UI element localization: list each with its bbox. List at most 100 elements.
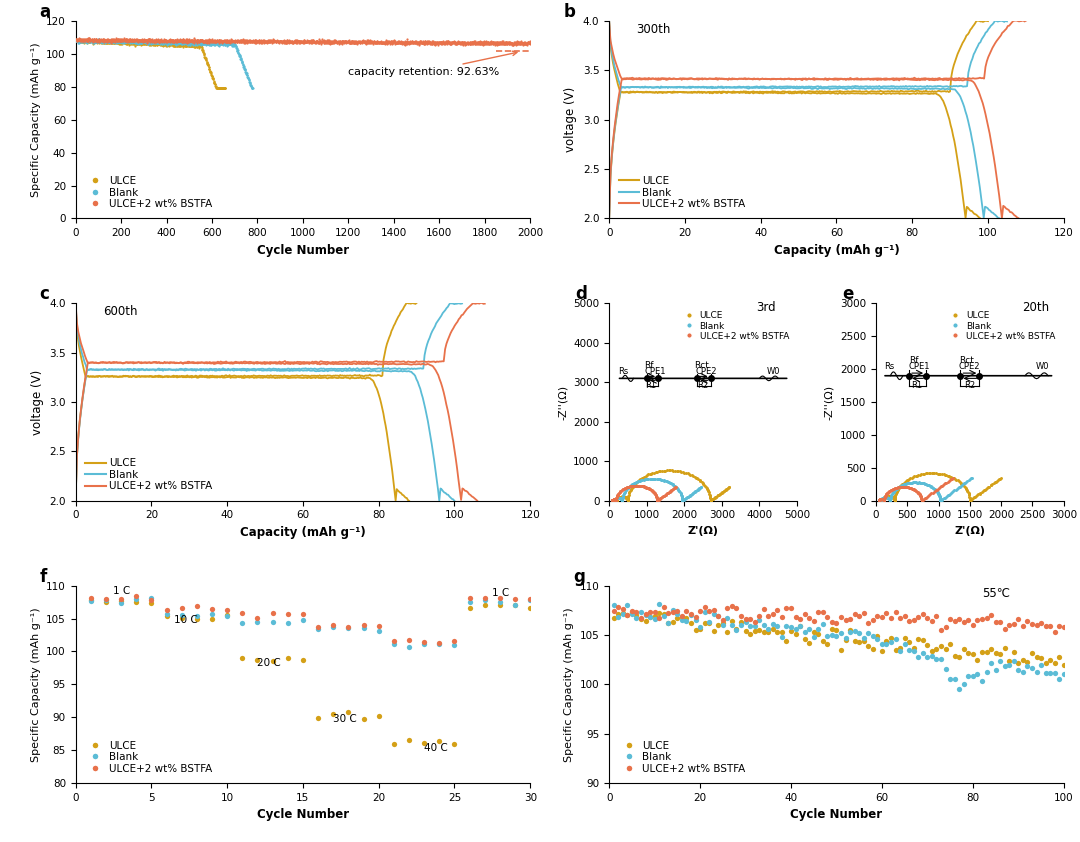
Point <box>200 37 217 51</box>
Point <box>373 36 390 50</box>
Point <box>233 56 251 69</box>
Point <box>70 35 87 48</box>
Point <box>792 619 809 632</box>
Point <box>1000 654 1017 668</box>
Point <box>486 36 503 50</box>
Point <box>194 35 212 48</box>
Point <box>243 82 260 95</box>
Point <box>368 35 386 48</box>
Point <box>156 38 173 51</box>
Point <box>112 35 130 49</box>
Point <box>131 35 148 48</box>
Point <box>376 37 393 51</box>
Point <box>430 37 447 51</box>
Point <box>109 32 126 45</box>
Point <box>875 492 892 505</box>
Point <box>1024 646 1041 659</box>
Point <box>605 493 622 506</box>
Point <box>428 36 445 50</box>
Point <box>195 46 213 60</box>
Point <box>193 37 211 51</box>
Point <box>299 35 316 48</box>
Point <box>131 37 148 51</box>
Point <box>650 597 667 610</box>
Point <box>456 37 473 51</box>
Point <box>663 483 680 497</box>
Point <box>119 35 136 48</box>
Text: 1 C: 1 C <box>492 588 510 598</box>
Point <box>178 32 195 45</box>
Point <box>149 37 166 51</box>
Point <box>379 35 396 49</box>
Point <box>501 35 518 49</box>
Point <box>143 34 160 47</box>
Point <box>877 490 894 504</box>
Point <box>199 34 216 47</box>
Point <box>360 34 377 47</box>
Point <box>878 487 895 500</box>
Point <box>349 36 366 50</box>
Point <box>620 480 637 493</box>
Point <box>943 486 960 499</box>
Point <box>449 36 467 50</box>
Point <box>894 480 912 493</box>
Point <box>914 633 931 647</box>
Point <box>477 36 495 50</box>
Point <box>714 616 731 630</box>
Point <box>957 482 974 495</box>
Point <box>685 486 702 499</box>
Point <box>92 35 109 48</box>
Point <box>667 480 685 493</box>
Point <box>456 37 473 51</box>
Point <box>607 493 624 507</box>
Point <box>154 34 172 47</box>
Point <box>380 35 397 49</box>
Point <box>330 35 348 49</box>
Point <box>100 35 118 49</box>
Point <box>500 37 517 51</box>
Point <box>168 35 186 49</box>
Point <box>246 35 264 49</box>
Point <box>107 35 124 49</box>
Point <box>118 36 135 50</box>
Point <box>242 34 259 47</box>
Point <box>1032 616 1050 630</box>
Point <box>124 36 141 50</box>
Point <box>191 38 208 51</box>
Point <box>207 81 225 94</box>
Point <box>109 35 126 49</box>
Point <box>437 36 455 50</box>
Point <box>262 36 280 50</box>
Point <box>509 36 526 50</box>
Point <box>890 482 907 496</box>
Point <box>218 35 235 49</box>
Point <box>961 492 978 505</box>
Point <box>879 485 896 498</box>
Point <box>782 624 799 637</box>
Point <box>341 36 359 50</box>
Point <box>703 493 720 506</box>
Point <box>878 637 895 651</box>
Point <box>515 37 532 51</box>
Point <box>84 34 102 47</box>
Point <box>810 605 827 619</box>
Point <box>418 35 435 49</box>
Point <box>213 35 230 48</box>
Point <box>220 35 238 48</box>
Point <box>131 35 148 49</box>
Point <box>964 647 982 660</box>
Point <box>519 35 537 49</box>
Point <box>124 34 141 47</box>
Point <box>127 37 145 51</box>
Point <box>159 35 176 49</box>
Point <box>242 78 259 92</box>
Point <box>678 615 696 628</box>
Point <box>278 36 295 50</box>
Point <box>184 36 201 50</box>
Point <box>608 491 625 504</box>
Point <box>348 35 365 49</box>
Point <box>259 35 276 49</box>
Point <box>253 35 270 49</box>
Point <box>93 35 110 48</box>
Point <box>91 34 108 47</box>
